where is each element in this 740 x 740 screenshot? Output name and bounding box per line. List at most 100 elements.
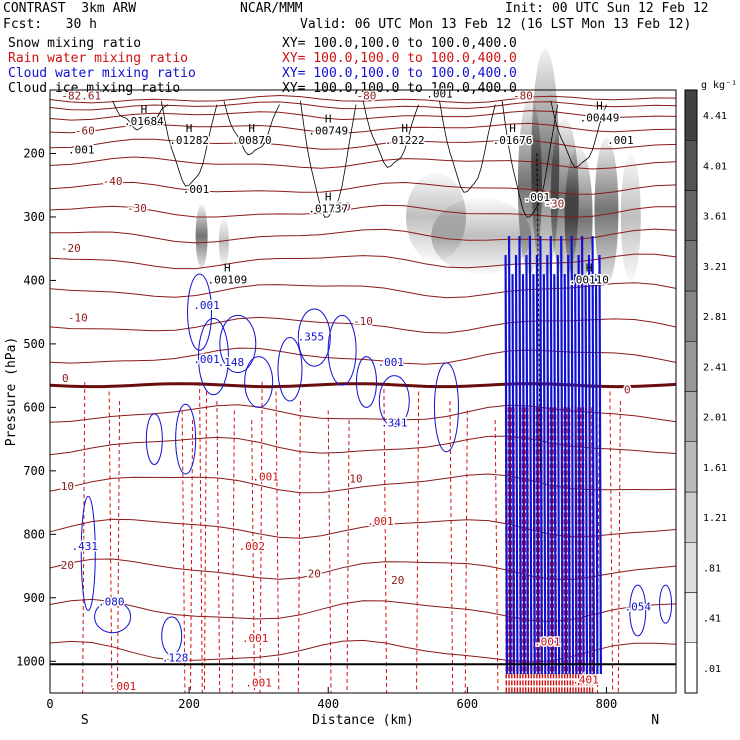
cloud-water-core — [542, 274, 547, 674]
cloud-water-contour — [277, 337, 303, 402]
rain-contour — [231, 410, 235, 694]
ice-max-value: .00449 — [580, 112, 620, 125]
rain-contour — [346, 420, 350, 694]
rain-contour-dense — [580, 407, 583, 694]
y-tick-label: 600 — [23, 400, 45, 414]
isotherm-line — [49, 101, 677, 111]
cloud-ice-contour — [112, 100, 169, 131]
ice-max-marker: H — [224, 262, 231, 275]
rain-contour — [297, 401, 301, 694]
temperature-label: -30 — [544, 197, 564, 210]
x-end-label-south: S — [81, 713, 89, 728]
legend-cloud-water-label: Cloud water mixing ratio — [8, 66, 196, 81]
x-tick-label: 200 — [178, 697, 200, 711]
colorbar-cell — [684, 642, 698, 694]
colorbar-cell — [684, 491, 698, 543]
cloud-ice-column — [536, 153, 541, 471]
cloud-water-contour — [161, 616, 183, 656]
cloud-water-core — [504, 255, 509, 674]
y-tick-label: 700 — [23, 464, 45, 478]
contour-value-label: .001 — [245, 677, 272, 690]
cloud-water-contour — [355, 356, 377, 408]
rain-contour — [617, 401, 621, 694]
cloud-water-core — [567, 255, 571, 674]
cloud-water-core — [525, 255, 529, 674]
ice-max-value: .00870 — [232, 134, 272, 147]
contour-value-label: .431 — [72, 540, 99, 553]
cloud-water-contour — [94, 600, 132, 634]
cloud-water-contour — [327, 314, 357, 386]
contour-value-label: .341 — [381, 416, 408, 429]
cloud-water-core — [580, 235, 585, 674]
snow-plume — [594, 137, 619, 284]
rain-contour — [259, 381, 263, 694]
snow-plume — [620, 153, 641, 281]
plot-frame — [49, 89, 677, 694]
x-axis-label: Distance (km) — [312, 713, 414, 728]
y-tick-label: 400 — [23, 273, 45, 287]
cloud-ice-contour — [223, 100, 280, 156]
isotherm-line — [49, 156, 677, 170]
cloud-water-core — [584, 274, 589, 674]
snow-plume — [218, 216, 229, 268]
cloud-water-contour — [145, 413, 163, 465]
cloud-water-core — [570, 235, 575, 674]
cloud-water-core — [556, 255, 561, 674]
legend-cloud-ice-label: Cloud ice mixing ratio — [8, 81, 181, 96]
isotherm-line — [49, 122, 677, 134]
cloud-water-core — [507, 235, 512, 674]
cloud-ice-contours — [112, 100, 607, 471]
cloud-water-contour — [378, 375, 410, 427]
temperature-label: 0 — [624, 383, 631, 396]
temperature-label: 10 — [61, 480, 74, 493]
rain-contour — [464, 410, 468, 694]
temperature-label: -10 — [353, 315, 373, 328]
x-end-label-north: N — [651, 713, 659, 728]
contour-value-label: .001 — [252, 470, 279, 483]
rain-contour — [216, 401, 221, 694]
rain-contour — [383, 381, 388, 694]
y-tick-label: 500 — [23, 337, 45, 351]
rain-contour-dense — [507, 407, 510, 694]
y-tick-label: 800 — [23, 527, 45, 541]
temperature-label: -40 — [103, 175, 123, 188]
cloud-water-core — [518, 235, 522, 674]
rain-contour — [190, 420, 194, 694]
temperature-label: 20 — [61, 559, 74, 572]
cloud-water-core — [587, 255, 592, 674]
rain-contour-dense — [577, 407, 580, 694]
y-tick-label: 200 — [23, 146, 45, 160]
colorbar-label: 1.61 — [703, 463, 727, 474]
temperature-label: 20 — [308, 567, 321, 580]
colorbar-label: .41 — [703, 614, 721, 625]
cloud-ice-contour — [160, 100, 218, 187]
rain-contour-dense — [591, 407, 594, 694]
ice-max-value: .01737 — [308, 203, 348, 216]
contour-value-label: .001 — [193, 353, 220, 366]
legend-snow-label: Snow mixing ratio — [8, 36, 142, 51]
contour-value-label: .001 — [534, 635, 561, 648]
cloud-water-core — [511, 274, 516, 674]
cloud-water-core — [539, 235, 543, 674]
x-tick-label: 800 — [596, 697, 618, 711]
colorbar-label: 3.21 — [703, 262, 727, 273]
contour-value-label: .001 — [193, 299, 220, 312]
contour-value-label: .001 — [524, 191, 551, 204]
cloud-water-core — [528, 235, 533, 674]
cloud-water-contour — [659, 584, 673, 624]
contour-value-label: .148 — [218, 356, 245, 369]
temperature-label: 20 — [391, 574, 404, 587]
rain-contour — [494, 420, 499, 694]
cloud-water-contour — [80, 495, 96, 611]
colorbar-label: 2.41 — [703, 362, 727, 373]
rain-contour-dense — [563, 407, 566, 694]
colorbar-label: .01 — [703, 664, 721, 675]
colorbar-cell — [684, 240, 698, 292]
rain-contour — [449, 401, 454, 694]
init-time: Init: 00 UTC Sun 12 Feb 12 — [505, 1, 709, 16]
contour-value-label: .001 — [607, 134, 634, 147]
colorbar-unit: g kg⁻¹ — [701, 80, 737, 91]
rain-contour-dense — [538, 407, 541, 694]
colorbar-label: 4.01 — [703, 161, 727, 172]
contour-value-label: .001 — [68, 143, 95, 156]
